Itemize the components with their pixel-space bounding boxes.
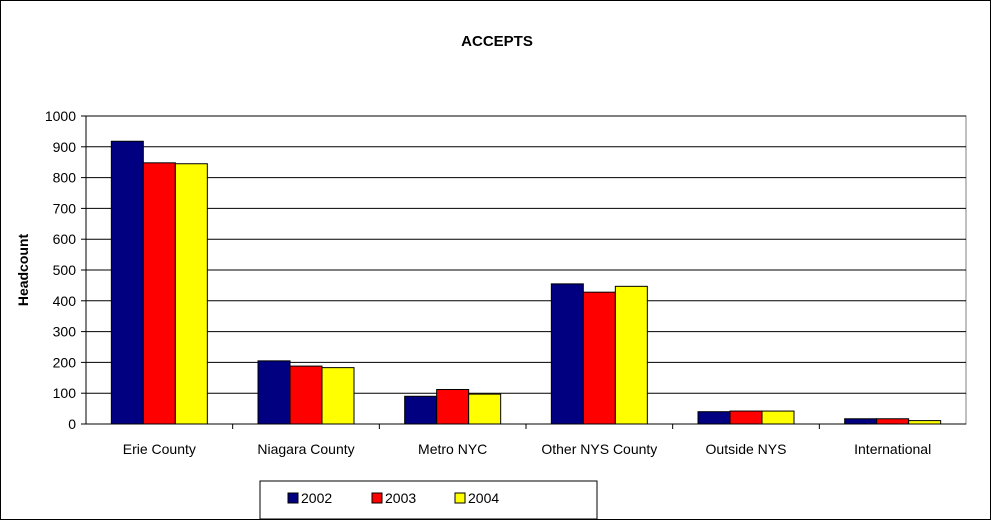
y-tick-label: 0 <box>68 416 76 432</box>
legend-box <box>259 480 598 520</box>
legend-label-2003: 2003 <box>385 490 416 506</box>
legend-label-2004: 2004 <box>468 490 499 506</box>
y-tick-labels: 0 100 200 300 400 500 600 700 800 900 1000 <box>45 108 76 432</box>
y-tick-label: 200 <box>53 354 77 370</box>
bar-2002-5 <box>844 418 878 425</box>
bar-2002-0 <box>110 140 144 425</box>
y-tick-label: 400 <box>53 293 77 309</box>
bar-2002-1 <box>257 360 291 425</box>
y-tick-label: 300 <box>53 324 77 340</box>
axes <box>81 115 966 429</box>
y-tick-label: 800 <box>53 170 77 186</box>
x-tick-label: Outside NYS <box>706 441 787 457</box>
legend: 2002 2003 2004 <box>259 480 598 520</box>
x-tick-label: Niagara County <box>257 441 354 457</box>
bar-2004-2 <box>468 393 502 425</box>
y-axis-label: Headcount <box>15 233 31 306</box>
x-tick-label: Metro NYC <box>418 441 487 457</box>
bar-2003-1 <box>289 365 323 425</box>
legend-swatch-2003 <box>371 492 383 504</box>
bar-2003-4 <box>729 410 763 425</box>
x-tick-labels: Erie County Niagara County Metro NYC Other … <box>123 441 931 457</box>
bar-2003-3 <box>582 291 616 425</box>
legend-label-2002: 2002 <box>301 490 332 506</box>
bar-2004-4 <box>761 410 795 425</box>
chart-title: ACCEPTS <box>461 33 533 50</box>
bar-2003-0 <box>142 162 176 425</box>
y-tick-label: 100 <box>53 385 77 401</box>
bar-2004-0 <box>174 163 208 425</box>
bar-2004-3 <box>614 285 648 425</box>
bar-2002-2 <box>404 395 438 425</box>
bar-2002-4 <box>697 411 731 425</box>
bar-2004-1 <box>321 367 355 425</box>
y-tick-label: 600 <box>53 231 77 247</box>
x-tick-label: International <box>854 441 931 457</box>
bar-2004-5 <box>908 420 942 425</box>
y-tick-label: 900 <box>53 139 77 155</box>
x-tick-label: Other NYS County <box>541 441 657 457</box>
bar-2002-3 <box>550 283 584 425</box>
y-tick-label: 700 <box>53 200 77 216</box>
legend-swatch-2004 <box>454 492 466 504</box>
x-tick-label: Erie County <box>123 441 196 457</box>
y-tick-label: 1000 <box>45 108 76 124</box>
bar-2003-5 <box>876 418 910 425</box>
y-tick-label: 500 <box>53 262 77 278</box>
legend-swatch-2002 <box>287 492 299 504</box>
grid-lines <box>86 115 966 394</box>
bar-2003-2 <box>436 389 470 425</box>
